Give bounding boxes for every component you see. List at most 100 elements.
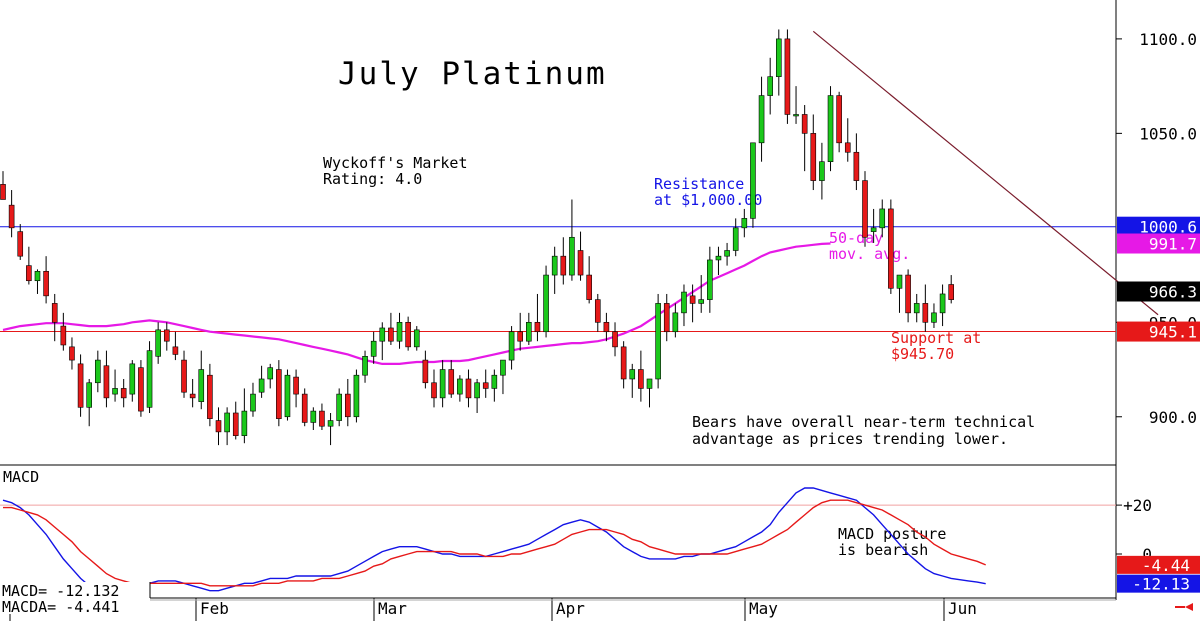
candle-body — [8, 204, 15, 229]
candle-body — [784, 38, 791, 115]
candle-body — [793, 114, 799, 117]
commentary-line-2: advantage as prices trending lower. — [692, 430, 1008, 448]
candle-body — [672, 312, 679, 333]
candle-body — [267, 367, 274, 380]
candle-body — [34, 270, 41, 282]
candle-body — [517, 331, 524, 342]
candle-body — [767, 76, 773, 96]
candle-body — [86, 382, 92, 408]
candle-body — [732, 227, 739, 251]
candle-body — [853, 151, 860, 181]
candle-body — [638, 369, 644, 389]
moving-average-label-2: mov. avg. — [829, 245, 910, 263]
candle-body — [879, 208, 886, 229]
candle-body — [586, 274, 592, 300]
candle-body — [646, 378, 653, 389]
macd-tag-box — [1117, 574, 1200, 593]
candle-body — [422, 359, 429, 384]
candle-body — [862, 180, 868, 238]
candle-body — [750, 142, 756, 219]
commentary-line-1: Bears have overall near-term technical — [692, 413, 1035, 431]
candle-body — [715, 255, 722, 261]
candle-body — [241, 410, 248, 436]
candle-body — [491, 374, 498, 389]
candle-body — [293, 376, 299, 395]
macd-tag-label: -12.13 — [1132, 575, 1190, 594]
candle-body — [698, 299, 705, 304]
candle-body — [250, 393, 256, 412]
macd-panel-label: MACD — [3, 468, 39, 486]
candle-body — [370, 340, 377, 357]
scroll-arrow-icon[interactable] — [1185, 603, 1193, 611]
candle-body — [620, 346, 627, 380]
candle-body — [612, 331, 618, 348]
candle-body — [534, 321, 541, 333]
candle-body — [431, 382, 437, 399]
x-tick-label: Jun — [948, 599, 977, 618]
macd-tag-label: -4.44 — [1142, 556, 1190, 575]
candle-body — [379, 327, 386, 342]
candle-body — [198, 369, 205, 402]
candle-body — [310, 410, 317, 423]
scroll-arrow-shaft[interactable] — [1175, 606, 1185, 608]
candle-body — [51, 303, 58, 323]
candle-body — [465, 378, 472, 399]
candle-body — [138, 367, 144, 412]
candle-body — [474, 382, 480, 399]
candle-body — [344, 393, 351, 418]
downtrend-line — [812, 30, 1159, 316]
candle-body — [336, 393, 342, 421]
macd-series-macda — [3, 499, 986, 587]
price-tag-label: 966.3 — [1149, 283, 1197, 302]
candle-body — [60, 325, 67, 346]
candle-body — [120, 388, 127, 399]
candle-body — [129, 363, 136, 395]
rating-line-2: Rating: 4.0 — [323, 170, 422, 188]
candle-body — [207, 374, 213, 419]
candle-body — [594, 299, 601, 323]
candle-body — [758, 95, 765, 144]
macd-tick-label: +20 — [1123, 496, 1152, 515]
candle-body — [69, 346, 75, 361]
candle-body — [353, 374, 360, 418]
macd-annotation-1: MACD posture — [838, 525, 946, 543]
candle-body — [508, 331, 515, 361]
candle-body — [707, 259, 713, 300]
candle-body — [655, 303, 661, 380]
candle-body — [276, 369, 282, 419]
resistance-label-1: Resistance — [654, 175, 744, 193]
candle-body — [284, 374, 291, 418]
macd-tag-box — [1117, 555, 1200, 574]
candle-body — [43, 270, 49, 297]
price-tag-box — [1117, 321, 1200, 342]
candle-body — [819, 161, 825, 181]
candle-body — [896, 274, 903, 289]
resistance-label-2: at $1,000.00 — [654, 191, 762, 209]
candle-body — [112, 388, 118, 395]
candle-body — [224, 412, 230, 433]
candle-body — [948, 284, 955, 300]
chart-title: July Platinum — [338, 56, 607, 92]
candle-body — [396, 321, 403, 342]
support-label-2: $945.70 — [891, 345, 954, 363]
candle-body — [827, 95, 834, 163]
price-tag-label: 945.1 — [1149, 323, 1197, 342]
candle-body — [577, 250, 584, 276]
support-label-1: Support at — [891, 329, 981, 347]
candle-body — [724, 250, 730, 257]
candle-body — [232, 412, 239, 436]
price-tag-label: 991.7 — [1149, 235, 1197, 254]
candle-body — [181, 359, 187, 393]
price-tag-label: 1000.6 — [1139, 218, 1197, 237]
candle-body — [603, 321, 610, 333]
candle-body — [526, 321, 532, 342]
candle-body — [551, 255, 558, 276]
candle-body — [215, 420, 222, 433]
x-tick-label: Feb — [200, 599, 229, 618]
candle-body — [775, 38, 782, 77]
candle-body — [103, 365, 110, 399]
x-tick-label: Mar — [378, 599, 407, 618]
candle-body — [905, 274, 911, 314]
candle-body — [922, 303, 929, 323]
